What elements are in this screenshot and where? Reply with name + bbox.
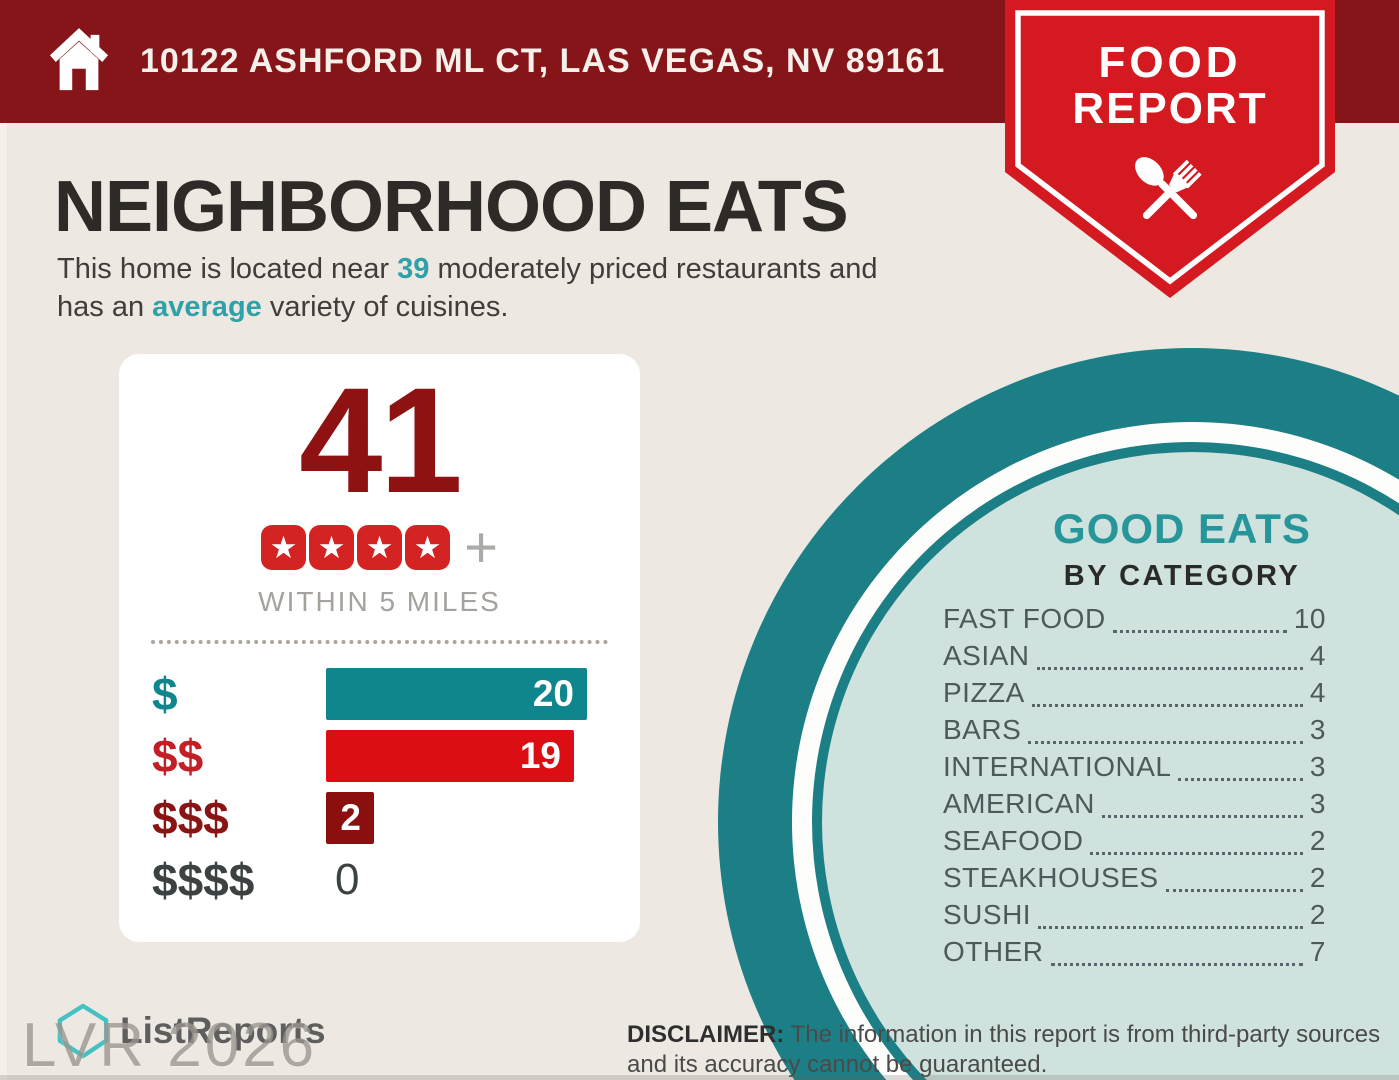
category-value: 2 xyxy=(1309,899,1326,930)
badge-title-food: FOOD xyxy=(1098,38,1242,87)
restaurant-total-count: 41 xyxy=(299,356,463,524)
intro-text-segment: has an xyxy=(57,291,153,323)
category-label: ASIAN xyxy=(943,640,1030,671)
category-label: PIZZA xyxy=(943,677,1025,708)
disclaimer-text: The information in this report is from t… xyxy=(627,1021,1381,1078)
category-value: 4 xyxy=(1309,640,1326,671)
star-rating: ★ ★ ★ ★ xyxy=(261,524,451,570)
radius-label: WITHIN 5 MILES xyxy=(258,586,501,617)
star-icon: ★ xyxy=(261,524,307,570)
category-value: 2 xyxy=(1309,862,1326,893)
category-row: FAST FOOD 10 xyxy=(943,603,1326,640)
category-list: FAST FOOD 10 ASIAN 4 PIZZA 4 BARS 3 INTERNAT… xyxy=(943,603,1326,973)
pennant-ribbon xyxy=(1005,0,1335,298)
category-row: STEAKHOUSES 2 xyxy=(943,862,1326,899)
dotted-leader xyxy=(1178,778,1303,781)
home-icon xyxy=(49,28,109,91)
category-label: INTERNATIONAL xyxy=(943,751,1172,782)
crossed-spoon-fork-icon xyxy=(1135,157,1202,220)
good-eats-subtitle: BY CATEGORY xyxy=(1063,560,1301,592)
variety-highlight: average xyxy=(152,291,262,323)
intro-text-segment: This home is located near xyxy=(57,253,398,285)
photo-edge-artifact xyxy=(0,1075,1399,1080)
price-bar: 19 xyxy=(326,730,574,782)
price-bar: 2 xyxy=(326,792,374,844)
category-row: AMERICAN 3 xyxy=(943,788,1326,825)
category-row: SEAFOOD 2 xyxy=(943,825,1326,862)
category-label: STEAKHOUSES xyxy=(943,862,1159,893)
star-icon: ★ xyxy=(309,524,355,570)
disclaimer: DISCLAIMER: The information in this repo… xyxy=(627,1020,1383,1080)
price-tier-label: $$ xyxy=(152,730,204,782)
star-icon: ★ xyxy=(357,524,403,570)
category-value: 3 xyxy=(1309,788,1326,819)
price-bar-value: 20 xyxy=(532,673,574,714)
listreports-house-icon xyxy=(57,1003,109,1059)
category-value: 2 xyxy=(1309,825,1326,856)
intro-text: This home is located near 39 moderately … xyxy=(57,250,1017,326)
divider xyxy=(151,640,608,644)
category-row: BARS 3 xyxy=(943,714,1326,751)
dotted-leader xyxy=(1090,852,1303,855)
good-eats-title: GOOD EATS xyxy=(1053,505,1311,552)
score-card: 41 ★ ★ ★ ★ + WITHIN 5 MILES $ 20 $$ 19 $$$ … xyxy=(119,354,640,942)
price-tier-chart: $ 20 $$ 19 $$$ 2 $$$$ 0 xyxy=(119,668,640,906)
intro-line-2: has an average variety of cuisines. xyxy=(57,288,1017,326)
category-row: INTERNATIONAL 3 xyxy=(943,751,1326,788)
disclaimer-label: DISCLAIMER: xyxy=(627,1021,785,1048)
category-row: ASIAN 4 xyxy=(943,640,1326,677)
category-label: OTHER xyxy=(943,936,1044,967)
price-bar-row: $$$ 2 xyxy=(152,792,640,844)
category-label: FAST FOOD xyxy=(943,603,1106,634)
star-row: ★ ★ ★ ★ + xyxy=(119,514,640,580)
intro-text-segment: variety of cuisines. xyxy=(261,291,509,323)
dotted-leader xyxy=(1101,815,1303,818)
price-bar: 20 xyxy=(326,668,587,720)
listreports-logo: ListReports xyxy=(56,1002,326,1060)
food-report-badge: FOOD REPORT xyxy=(1005,0,1335,302)
price-tier-label: $$$$ xyxy=(152,854,255,906)
badge-title-report: REPORT xyxy=(1072,84,1268,133)
category-row: SUSHI 2 xyxy=(943,899,1326,936)
price-bar-value: 0 xyxy=(335,855,360,904)
photo-edge-artifact xyxy=(0,123,7,1080)
category-value: 3 xyxy=(1309,714,1326,745)
plus-icon: + xyxy=(464,514,498,580)
intro-line-1: This home is located near 39 moderately … xyxy=(57,250,1017,288)
dotted-leader xyxy=(1028,741,1303,744)
price-bar-row: $$ 19 xyxy=(152,730,640,782)
price-bar: 0 xyxy=(326,854,359,906)
dotted-leader xyxy=(1038,926,1303,929)
category-row: PIZZA 4 xyxy=(943,677,1326,714)
mls-watermark: LVR 2026 xyxy=(22,1011,318,1080)
listreports-logo-text: ListReports xyxy=(120,1010,326,1051)
category-value: 4 xyxy=(1309,677,1326,708)
price-bar-value: 19 xyxy=(519,735,561,776)
property-address: 10122 ASHFORD ML CT, LAS VEGAS, NV 89161 xyxy=(140,42,946,80)
category-label: AMERICAN xyxy=(943,788,1095,819)
dotted-leader xyxy=(1031,704,1303,707)
price-bar-row: $ 20 xyxy=(152,668,640,720)
category-row: OTHER 7 xyxy=(943,936,1326,973)
price-tier-label: $ xyxy=(152,668,178,720)
dotted-leader xyxy=(1050,963,1303,966)
category-value: 10 xyxy=(1293,603,1326,634)
star-icon: ★ xyxy=(405,524,451,570)
dotted-leader xyxy=(1036,667,1303,670)
intro-text-segment: moderately priced restaurants and xyxy=(429,253,878,285)
page-title: NEIGHBORHOOD EATS xyxy=(54,167,849,247)
good-eats-header: GOOD EATS BY CATEGORY xyxy=(952,505,1399,593)
price-bar-row: $$$$ 0 xyxy=(152,854,640,906)
category-label: SEAFOOD xyxy=(943,825,1084,856)
restaurant-count-highlight: 39 xyxy=(397,253,430,285)
price-tier-label: $$$ xyxy=(152,792,229,844)
price-bar-value: 2 xyxy=(340,797,361,838)
category-value: 3 xyxy=(1309,751,1326,782)
category-label: BARS xyxy=(943,714,1022,745)
dotted-leader xyxy=(1165,889,1303,892)
category-value: 7 xyxy=(1309,936,1326,967)
dotted-leader xyxy=(1112,630,1287,633)
category-label: SUSHI xyxy=(943,899,1032,930)
